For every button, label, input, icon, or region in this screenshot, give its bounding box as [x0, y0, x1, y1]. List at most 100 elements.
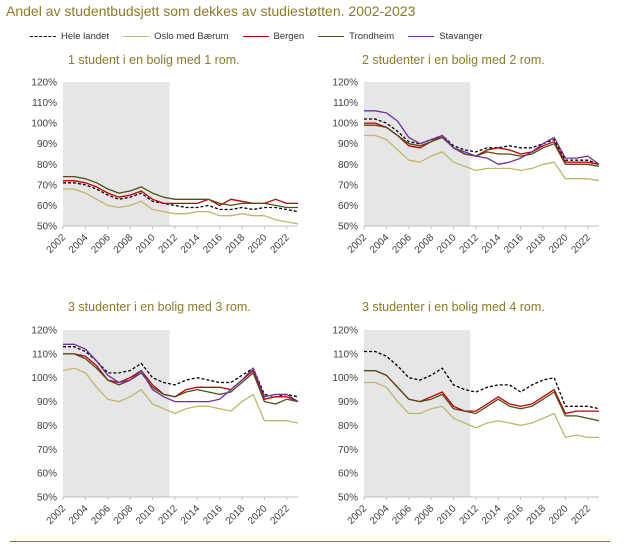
y-tick-label: 50% [37, 493, 57, 504]
legend-label: Hele landet [61, 30, 110, 42]
y-tick-label: 120% [31, 326, 57, 337]
x-tick-label: 2018 [224, 232, 248, 256]
y-tick-label: 80% [338, 160, 358, 171]
x-tick-label: 2020 [246, 503, 270, 527]
x-tick-label: 2018 [224, 503, 248, 527]
x-tick-label: 2008 [413, 503, 437, 527]
y-tick-label: 100% [332, 119, 358, 130]
panel-title: 3 studenter i en bolig med 4 rom. [362, 300, 545, 314]
y-tick-label: 90% [338, 139, 358, 150]
x-tick-label: 2018 [525, 232, 549, 256]
x-tick-label: 2004 [67, 232, 91, 256]
x-tick-label: 2014 [179, 232, 203, 256]
y-tick-label: 90% [37, 397, 57, 408]
x-tick-label: 2012 [458, 232, 482, 256]
legend-label: Bergen [273, 30, 305, 42]
x-tick-label: 2012 [157, 503, 181, 527]
legend-label: Stavanger [439, 30, 483, 42]
series-line-oslo-med-b-rum [364, 134, 600, 182]
y-tick-label: 50% [338, 493, 358, 504]
x-tick-label: 2002 [346, 232, 370, 256]
x-tick-label: 2002 [45, 503, 69, 527]
y-tick-label: 50% [37, 222, 57, 233]
y-tick-label: 110% [333, 98, 358, 109]
x-tick-label: 2020 [246, 232, 270, 256]
shaded-period [364, 82, 471, 226]
legend-label: Trondheim [349, 30, 395, 42]
series-line-oslo-med-b-rum [364, 381, 599, 439]
y-tick-label: 70% [37, 180, 57, 191]
x-tick-label: 2014 [480, 232, 504, 256]
series-line-trondheim [63, 175, 298, 209]
shaded-period [63, 82, 170, 226]
y-tick-label: 90% [37, 139, 57, 150]
y-tick-label: 80% [37, 160, 57, 171]
x-tick-label: 2010 [134, 503, 158, 527]
series-line-trondheim [364, 369, 600, 422]
y-tick-label: 70% [338, 180, 358, 191]
x-tick-label: 2006 [390, 232, 414, 256]
panel-title: 3 studenter i en bolig med 3 rom. [68, 300, 251, 314]
x-tick-label: 2006 [390, 503, 414, 527]
y-tick-label: 60% [37, 469, 57, 480]
y-tick-label: 100% [332, 373, 358, 384]
x-tick-label: 2004 [368, 232, 392, 256]
series-line-trondheim [63, 353, 299, 405]
x-tick-label: 2006 [89, 232, 113, 256]
y-tick-label: 60% [37, 201, 57, 212]
legend-item: Bergen [242, 30, 305, 42]
y-tick-label: 50% [338, 222, 358, 233]
x-tick-label: 2002 [346, 503, 370, 527]
legend: Hele landet Oslo med Bærum Bergen Trondheim… [30, 28, 497, 44]
x-tick-label: 2006 [89, 503, 113, 527]
legend-item: Hele landet [30, 31, 109, 42]
y-tick-label: 100% [31, 119, 57, 130]
x-tick-label: 2016 [502, 503, 526, 527]
series-line-hele-landet [63, 182, 299, 213]
x-tick-label: 2012 [157, 232, 181, 256]
x-tick-label: 2016 [201, 503, 225, 527]
x-tick-label: 2020 [547, 232, 571, 256]
shaded-period [63, 330, 170, 497]
series-line-oslo-med-b-rum [63, 188, 299, 225]
x-tick-label: 2022 [569, 503, 593, 527]
chart-panel: 3 studenter i en bolig med 3 rom. 50% 60% 7… [31, 300, 299, 527]
legend-item: Trondheim [318, 31, 394, 42]
bottom-rule [10, 541, 610, 542]
y-tick-label: 70% [338, 445, 358, 456]
series-line-stavanger [63, 343, 299, 403]
x-tick-label: 2014 [480, 503, 504, 527]
y-tick-label: 110% [333, 349, 358, 360]
y-tick-label: 110% [32, 349, 57, 360]
y-tick-label: 60% [338, 469, 358, 480]
x-tick-label: 2008 [413, 232, 437, 256]
legend-swatch [318, 35, 345, 37]
panel-title: 1 student i en bolig med 1 rom. [68, 53, 240, 67]
legend-item: Stavanger [408, 30, 483, 42]
series-line-hele-landet [364, 118, 600, 165]
figure-title: Andel av studentbudsjett som dekkes av s… [6, 3, 416, 19]
x-tick-label: 2008 [112, 503, 136, 527]
legend-swatch [408, 35, 435, 37]
y-tick-label: 120% [31, 78, 57, 89]
x-tick-label: 2012 [458, 503, 482, 527]
y-tick-label: 110% [32, 98, 57, 109]
legend-swatch [123, 35, 150, 37]
legend-swatch [242, 35, 269, 37]
legend-label: Oslo med Bærum [154, 30, 229, 42]
x-tick-label: 2004 [368, 503, 392, 527]
x-tick-label: 2022 [268, 503, 292, 527]
legend-item: Oslo med Bærum [123, 30, 229, 42]
x-tick-label: 2014 [179, 503, 203, 527]
x-tick-label: 2010 [435, 503, 459, 527]
series-line-trondheim [364, 124, 600, 167]
series-line-oslo-med-b-rum [62, 367, 299, 424]
y-tick-label: 80% [338, 421, 358, 432]
x-tick-label: 2018 [525, 503, 549, 527]
series-line-bergen [364, 122, 600, 165]
x-tick-label: 2016 [502, 232, 526, 256]
y-tick-label: 120% [332, 326, 358, 337]
chart-panel: 3 studenter i en bolig med 4 rom. 50% 60% 7… [332, 300, 600, 527]
chart-panel: 1 student i en bolig med 1 rom. 50% 60% 70%… [31, 53, 299, 256]
x-tick-label: 2020 [547, 503, 571, 527]
